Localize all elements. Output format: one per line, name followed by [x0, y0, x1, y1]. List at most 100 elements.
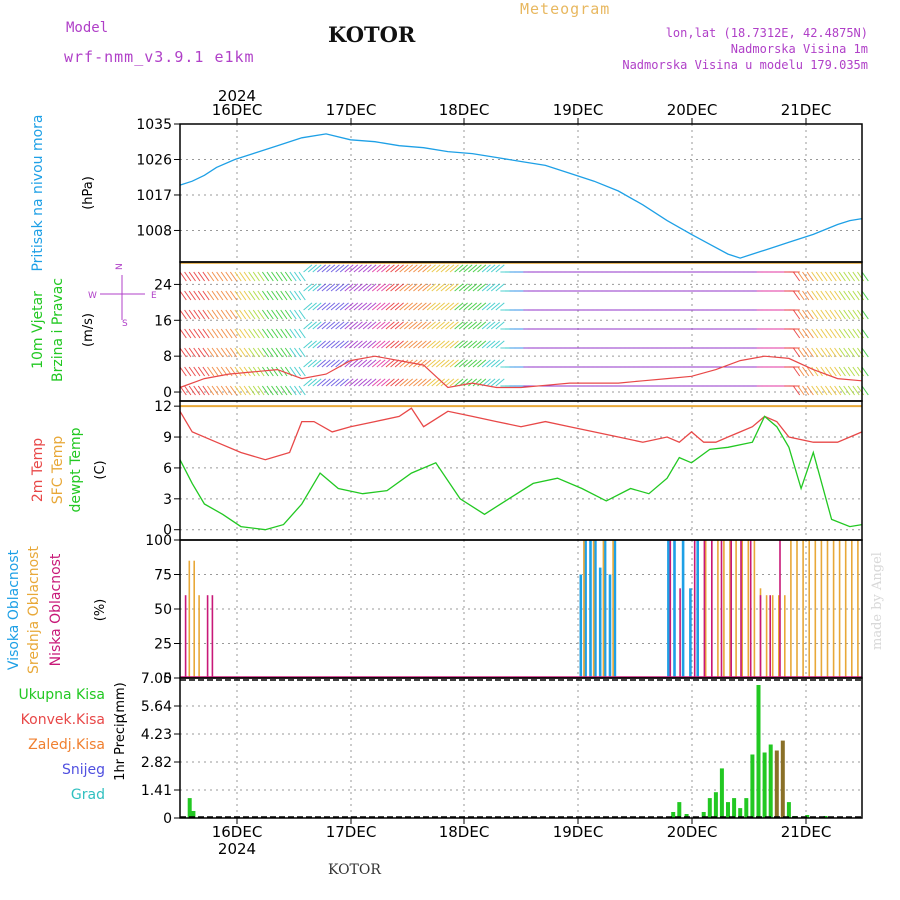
cloud-bar: [808, 540, 810, 678]
wind-barb: [838, 271, 846, 282]
wind-barb: [339, 283, 349, 292]
y-tick-label: 50: [154, 602, 172, 618]
wind-barb: [394, 340, 404, 349]
wind-barb: [284, 271, 293, 282]
cloud-bar: [771, 595, 774, 678]
wind-barb: [330, 340, 340, 349]
wind-barb: [326, 321, 336, 330]
wind-barb: [371, 359, 382, 368]
wind-barb: [234, 347, 242, 358]
elevation-label: Nadmorska Visina 1m: [730, 42, 868, 56]
cloud-bar: [717, 540, 719, 678]
wind-barb: [225, 309, 233, 320]
wind-barb: [202, 309, 210, 320]
wind-barb: [440, 264, 450, 273]
wind-barb: [367, 283, 377, 292]
wind-barb: [829, 328, 837, 339]
wind-barb: [486, 359, 496, 368]
top-date-label: 21DEC: [781, 101, 832, 119]
wind-barb: [472, 264, 482, 273]
wind-barb: [843, 290, 851, 301]
wind-barb: [815, 290, 823, 301]
precip-bar: [762, 752, 767, 818]
model-name: wrf-nmm_v3.9.1 e1km: [64, 48, 255, 66]
wind-barb: [468, 378, 478, 387]
wind-barb: [353, 378, 363, 387]
wind-barb: [403, 340, 414, 349]
wind-barb: [486, 283, 496, 292]
y-tick-label: 16: [154, 313, 172, 329]
cloud-bar: [598, 567, 602, 678]
wind-barb: [207, 290, 215, 301]
wind-barb: [216, 309, 224, 320]
wind-barb: [385, 283, 395, 292]
cloud-bar: [814, 540, 817, 678]
wind-barb: [307, 340, 317, 349]
cloud-bar: [696, 540, 699, 678]
wind-barb: [193, 290, 201, 301]
cloud-bar: [802, 540, 804, 678]
wind-barb: [349, 264, 359, 273]
wind-barb: [797, 328, 805, 339]
wind-barb: [294, 347, 302, 358]
city-title: KOTOR: [328, 22, 416, 47]
model-elevation-label: Nadmorska Visina u modelu 179.035m: [622, 58, 868, 72]
wind-barb: [381, 340, 391, 349]
wind-barb: [234, 309, 242, 320]
wind-barb: [344, 283, 354, 292]
wind-barb: [312, 378, 322, 387]
wind-barb: [362, 321, 372, 330]
wind-barb: [275, 328, 283, 339]
wind-barb: [289, 271, 297, 282]
wind-barb: [861, 385, 869, 396]
wind-barb: [326, 302, 336, 311]
wind-barb: [422, 321, 432, 330]
cloud-bar: [679, 588, 681, 678]
wind-barb: [179, 366, 187, 377]
wind-barb: [468, 283, 478, 292]
wind-barb: [303, 321, 313, 330]
cloud-bar: [740, 540, 742, 678]
wind-barb: [797, 347, 805, 358]
wind-barb: [468, 340, 478, 349]
wind-barb: [445, 283, 455, 292]
wind-barb: [843, 347, 851, 358]
y-tick-label: 2.82: [141, 755, 172, 771]
temp2m-axis-label: 2m Temp: [30, 438, 46, 502]
wind-barb: [312, 321, 322, 330]
cloud-bar: [765, 595, 768, 678]
wind-barb: [806, 309, 814, 320]
pressure-line: [179, 133, 863, 259]
wind-barb: [216, 271, 224, 282]
wind-barb: [847, 366, 856, 377]
wind-barb: [367, 340, 377, 349]
wind-barb: [339, 302, 349, 311]
wind-barb: [376, 340, 386, 349]
low-cloud-axis-label: Niska Oblacnost: [48, 553, 64, 666]
wind-barb: [811, 328, 819, 339]
precip-legend-item: Snijeg: [62, 762, 105, 778]
wind-barb: [495, 264, 505, 273]
top-date-label: 18DEC: [439, 101, 490, 119]
wind-barb: [275, 290, 283, 301]
wind-barb: [184, 385, 192, 396]
wind-barb: [202, 290, 210, 301]
wind-barb: [188, 271, 196, 282]
wind-barb: [820, 328, 828, 339]
wind-barb: [294, 271, 302, 282]
precip-axis-label: 1hr Precip: [113, 715, 128, 781]
wind-barb: [344, 340, 354, 349]
wind-barb: [229, 271, 238, 282]
wind-barb: [344, 378, 354, 387]
wind-barb: [321, 321, 331, 330]
wind-barb: [838, 290, 846, 301]
wind-barb: [495, 321, 505, 330]
wind-barb: [468, 321, 478, 330]
wind-barb: [371, 340, 382, 349]
wind-barb: [284, 385, 293, 396]
precip-bar: [805, 815, 810, 818]
wind-barb: [399, 340, 409, 349]
wind-barb: [861, 309, 869, 320]
wind-barb: [829, 309, 837, 320]
wind-barb: [261, 309, 270, 320]
